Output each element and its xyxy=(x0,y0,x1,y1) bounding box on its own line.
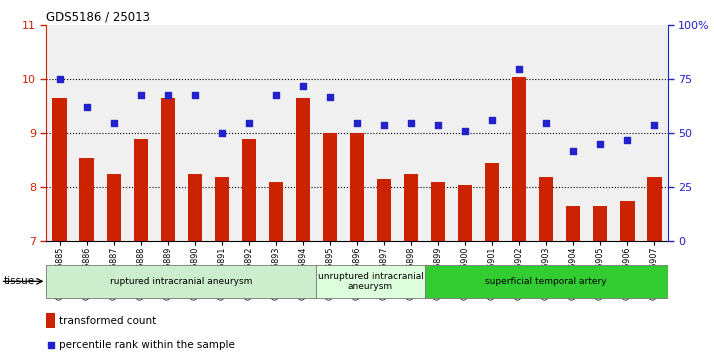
Bar xyxy=(106,174,121,241)
Bar xyxy=(593,206,608,241)
Point xyxy=(109,120,120,126)
Point xyxy=(568,148,579,154)
Point xyxy=(513,66,525,72)
Point xyxy=(378,122,390,128)
Point xyxy=(135,91,146,97)
Bar xyxy=(403,174,418,241)
Bar xyxy=(46,313,55,329)
Bar xyxy=(79,158,94,241)
Bar xyxy=(538,177,553,241)
Bar xyxy=(425,265,668,298)
Point xyxy=(271,91,282,97)
Point xyxy=(54,77,66,82)
Point xyxy=(594,141,605,147)
Point xyxy=(297,83,308,89)
Point xyxy=(540,120,552,126)
Point xyxy=(406,120,417,126)
Bar xyxy=(188,174,202,241)
Point xyxy=(243,120,255,126)
Point xyxy=(648,122,660,128)
Bar xyxy=(53,98,67,241)
Point xyxy=(162,91,174,97)
Bar xyxy=(376,179,391,241)
Bar xyxy=(565,206,580,241)
Point xyxy=(216,131,228,136)
Bar xyxy=(323,133,338,241)
Point xyxy=(189,91,201,97)
Bar xyxy=(268,182,283,241)
Bar xyxy=(512,77,526,241)
Bar xyxy=(485,163,500,241)
Bar xyxy=(316,265,425,298)
Bar xyxy=(296,98,311,241)
Text: percentile rank within the sample: percentile rank within the sample xyxy=(59,340,235,350)
Point xyxy=(351,120,363,126)
Text: GDS5186 / 25013: GDS5186 / 25013 xyxy=(46,11,151,24)
Point xyxy=(486,118,498,123)
Bar xyxy=(647,177,661,241)
Point xyxy=(324,94,336,99)
Bar xyxy=(46,265,316,298)
Point xyxy=(45,342,56,348)
Bar xyxy=(134,139,149,241)
Text: tissue: tissue xyxy=(4,276,35,286)
Bar xyxy=(350,133,364,241)
Text: transformed count: transformed count xyxy=(59,316,156,326)
Text: ruptured intracranial aneurysm: ruptured intracranial aneurysm xyxy=(110,277,253,286)
Bar xyxy=(431,182,446,241)
Text: unruptured intracranial
aneurysm: unruptured intracranial aneurysm xyxy=(318,272,423,291)
Point xyxy=(432,122,443,128)
Text: superficial temporal artery: superficial temporal artery xyxy=(486,277,607,286)
Point xyxy=(81,105,93,110)
Bar xyxy=(620,201,635,241)
Bar xyxy=(161,98,176,241)
Bar xyxy=(214,177,229,241)
Bar xyxy=(458,185,473,241)
Point xyxy=(621,137,633,143)
Point xyxy=(459,129,471,134)
Bar xyxy=(241,139,256,241)
